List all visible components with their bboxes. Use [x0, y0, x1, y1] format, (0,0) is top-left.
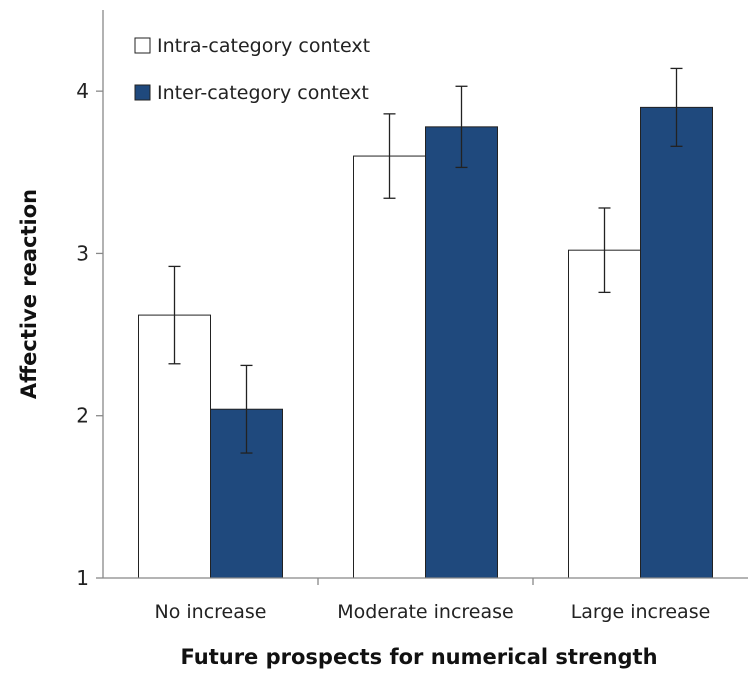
x-tick-label: Large increase — [571, 601, 711, 623]
y-tick-label: 1 — [76, 566, 89, 590]
legend-label: Inter-category context — [157, 82, 369, 104]
x-tick-label: No increase — [155, 601, 267, 623]
y-tick-label: 4 — [76, 79, 89, 103]
legend-label: Intra-category context — [157, 35, 370, 57]
bar — [353, 155, 426, 579]
axes-layer: No increase Moderate increase Large increa… — [76, 10, 748, 623]
bars-layer — [138, 106, 713, 579]
y-tick-label: 3 — [76, 241, 89, 265]
y-axis-title: Affective reaction — [17, 189, 41, 399]
bar — [425, 126, 498, 579]
y-tick-label: 2 — [76, 404, 89, 428]
legend-swatch — [134, 37, 151, 54]
legend: Intra-category context Inter-category con… — [134, 35, 370, 104]
error-bars-layer — [168, 67, 683, 454]
x-axis-title: Future prospects for numerical strength — [180, 645, 657, 669]
bar — [568, 249, 641, 579]
bar — [640, 106, 713, 579]
legend-swatch — [134, 84, 151, 101]
x-tick-label: Moderate increase — [337, 601, 513, 623]
